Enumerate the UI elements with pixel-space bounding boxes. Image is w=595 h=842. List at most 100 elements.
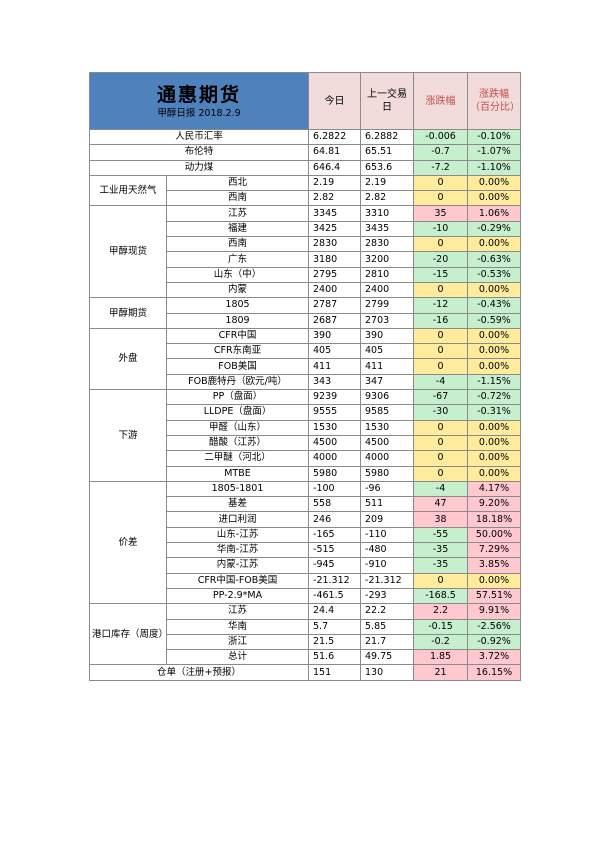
row-label: MTBE: [165, 465, 310, 482]
group-label: 下游: [89, 389, 167, 482]
prev-value: -480: [360, 542, 415, 559]
row-label: 1805-1801: [165, 480, 310, 498]
pct-value: 0.00%: [467, 419, 522, 436]
row-label: 1809: [165, 312, 310, 329]
today-value: 21.5: [308, 633, 362, 651]
today-value: -100: [308, 480, 362, 498]
row-label: FOB美国: [165, 358, 310, 375]
prev-value: 1530: [360, 419, 415, 436]
row-label: 华南: [165, 618, 310, 635]
change-value: -0.7: [413, 144, 469, 161]
table-row: 福建 3425 3435 -10 -0.29%: [90, 220, 522, 238]
change-value: 0: [413, 236, 469, 253]
pct-value: 1.06%: [467, 205, 522, 222]
row-label: 人民币汇率: [88, 128, 310, 146]
pct-value: -1.07%: [467, 144, 522, 161]
change-value: 2.2: [413, 603, 469, 620]
pct-value: 0.00%: [467, 174, 522, 192]
today-value: 2830: [308, 236, 362, 253]
pct-value: -0.63%: [467, 251, 522, 268]
prev-value: 9585: [360, 404, 415, 421]
today-value: -945: [308, 557, 362, 574]
today-value: -21.312: [308, 572, 362, 589]
change-value: 0: [413, 327, 469, 345]
today-value: 5980: [308, 465, 362, 482]
row-label: 山东-江苏: [165, 526, 310, 544]
prev-value: 130: [360, 664, 415, 681]
prev-value: 209: [360, 511, 415, 528]
col-header-prev: 上一交易日: [360, 72, 415, 130]
prev-value: -21.312: [360, 572, 415, 589]
pct-value: 9.91%: [467, 603, 522, 620]
change-value: -16: [413, 312, 469, 329]
change-value: -168.5: [413, 587, 469, 605]
table-row: 甲醇期货 1805 2787 2799 -12 -0.43%: [89, 297, 522, 329]
today-value: -515: [308, 542, 362, 559]
pct-value: 0.00%: [467, 327, 522, 345]
row-label: 1805: [165, 297, 310, 314]
methanol-daily-table: 通惠期货 甲醇日报 2018.2.9 今日 上一交易日 涨跌幅 涨跌幅（百分比）…: [88, 72, 522, 681]
change-value: -0.2: [413, 633, 469, 651]
row-label: 西南: [165, 236, 310, 253]
pct-value: 0.00%: [467, 343, 522, 360]
pct-value: 0.00%: [467, 465, 522, 482]
report-subtitle: 甲醇日报 2018.2.9: [157, 107, 241, 119]
table-row: 布伦特 64.81 65.51 -0.7 -1.07%: [88, 144, 522, 161]
pct-value: -0.72%: [467, 389, 522, 406]
table-row: 工业用天然气 西北 2.19 2.19 0 0.00%: [89, 174, 522, 207]
change-value: -55: [413, 526, 469, 544]
pct-value: -0.43%: [467, 297, 522, 314]
prev-value: 2400: [360, 281, 415, 299]
change-value: -4: [413, 480, 469, 498]
row-label: 二甲醚（河北）: [165, 450, 310, 467]
change-value: -0.006: [413, 128, 469, 146]
today-value: 4500: [308, 434, 362, 452]
table-row: 华南 5.7 5.85 -0.15 -2.56%: [90, 618, 522, 635]
today-value: -461.5: [308, 587, 362, 605]
group-label: 甲醇期货: [89, 297, 167, 329]
pct-value: -0.53%: [467, 266, 522, 283]
row-label: 醋酸（江苏）: [165, 434, 310, 452]
table-row: 总计 51.6 49.75 1.85 3.72%: [90, 649, 522, 666]
pct-value: 0.00%: [467, 281, 522, 299]
row-label: 总计: [165, 649, 310, 666]
today-value: 2.19: [308, 174, 362, 192]
change-value: 0: [413, 281, 469, 299]
report-title: 通惠期货: [157, 83, 242, 106]
prev-value: 3435: [360, 220, 415, 238]
change-value: -15: [413, 266, 469, 283]
pct-value: 0.00%: [467, 572, 522, 589]
pct-value: -0.59%: [467, 312, 522, 329]
pct-value: 4.17%: [467, 480, 522, 498]
today-value: 9239: [308, 389, 362, 406]
table-row: 基差 558 511 47 9.20%: [90, 496, 522, 513]
prev-value: 65.51: [360, 144, 415, 161]
change-value: 0: [413, 465, 469, 482]
today-value: 151: [308, 664, 362, 681]
row-label: 甲醛（山东）: [165, 419, 310, 436]
change-value: -67: [413, 389, 469, 406]
prev-value: 4000: [360, 450, 415, 467]
row-label: 内蒙-江苏: [165, 557, 310, 574]
table-row: 醋酸（江苏） 4500 4500 0 0.00%: [90, 434, 522, 452]
prev-value: 4500: [360, 434, 415, 452]
table-row: CFR中国-FOB美国 -21.312 -21.312 0 0.00%: [90, 572, 522, 589]
prev-value: 411: [360, 358, 415, 375]
pct-value: 0.00%: [467, 190, 522, 207]
change-value: 21: [413, 664, 469, 681]
today-value: 343: [308, 373, 362, 391]
table-row: 甲醛（山东） 1530 1530 0 0.00%: [90, 419, 522, 436]
row-label: 基差: [165, 496, 310, 513]
group-label: 工业用天然气: [89, 174, 167, 207]
prev-value: 511: [360, 496, 415, 513]
prev-value: 3310: [360, 205, 415, 222]
prev-value: 2.19: [360, 174, 415, 192]
pct-value: -0.29%: [467, 220, 522, 238]
row-label: 华南-江苏: [165, 542, 310, 559]
today-value: 51.6: [308, 649, 362, 666]
prev-value: 49.75: [360, 649, 415, 666]
row-label: 布伦特: [88, 144, 310, 161]
prev-value: -110: [360, 526, 415, 544]
change-value: -7.2: [413, 159, 469, 176]
prev-value: 2830: [360, 236, 415, 253]
